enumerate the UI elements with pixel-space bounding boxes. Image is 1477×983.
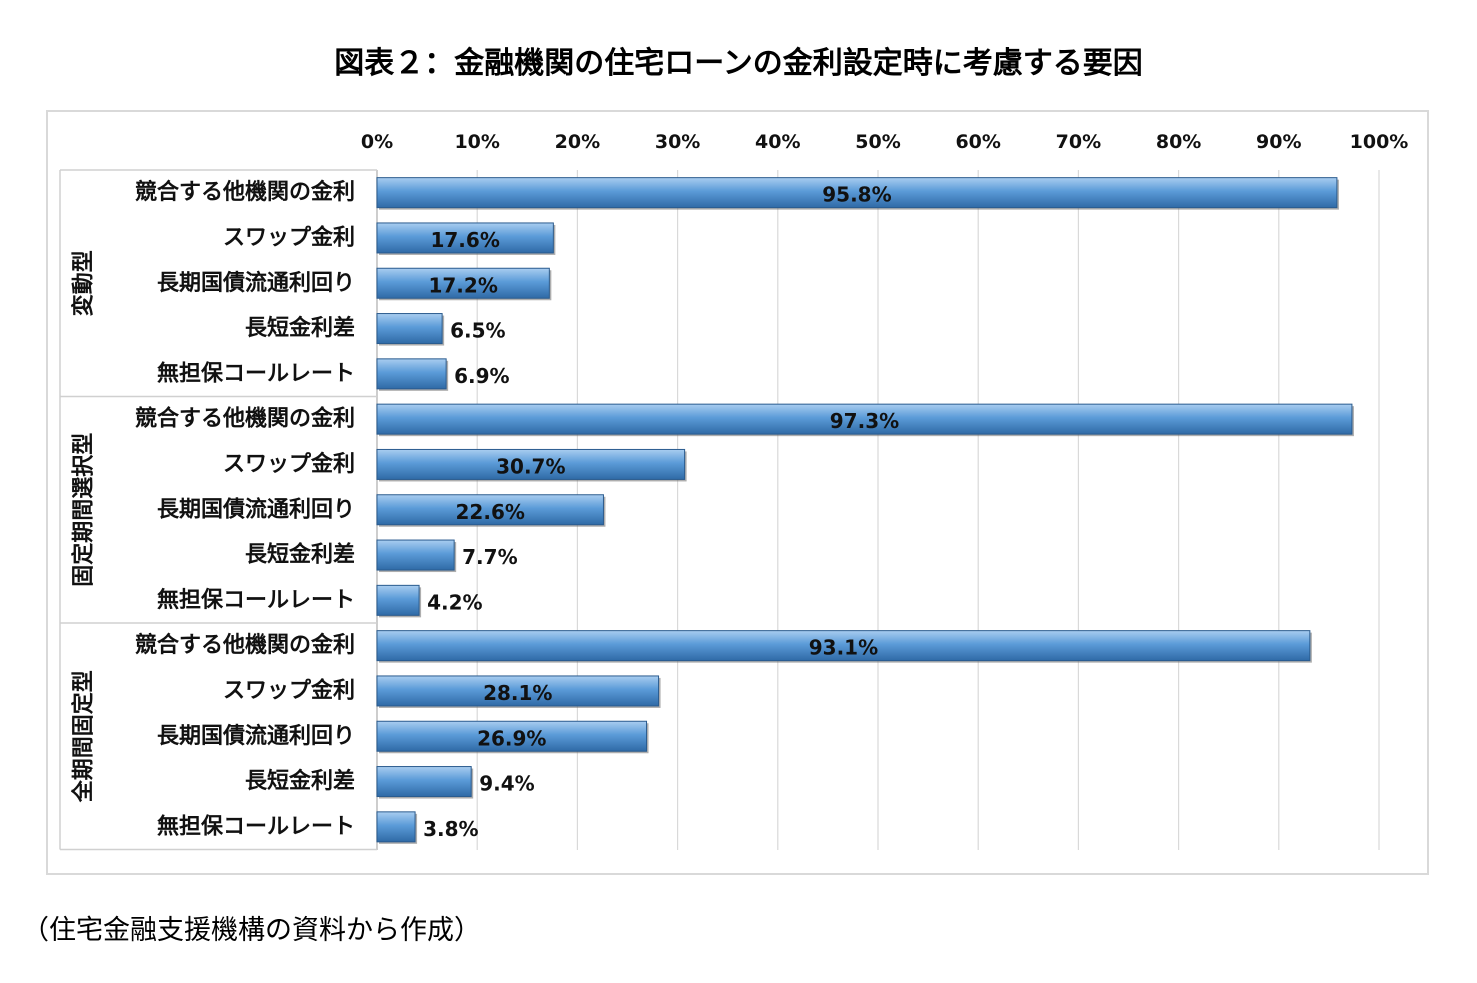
- x-tick-label: 40%: [755, 131, 800, 153]
- x-tick-label: 80%: [1156, 131, 1201, 153]
- bar: [376, 403, 1353, 435]
- x-tick-label: 100%: [1350, 131, 1409, 153]
- bar: [376, 584, 420, 616]
- category-label: 無担保コールレート: [157, 813, 355, 839]
- x-tick-label: 20%: [555, 131, 600, 153]
- bar-chart: 0% 10% 20% 30% 40% 50% 60% 70% 80% 90% 100% 変動型固定期…: [59, 131, 1409, 851]
- bar: [376, 177, 1338, 209]
- data-label: 4.2%: [427, 590, 482, 614]
- category-label: 競合する他機関の金利: [135, 406, 355, 432]
- bar: [376, 448, 686, 480]
- data-label: 93.1%: [809, 636, 878, 660]
- data-label: 9.4%: [479, 772, 534, 796]
- bar: [376, 222, 554, 254]
- x-tick-label: 60%: [955, 131, 1000, 153]
- data-label: 7.7%: [462, 545, 517, 569]
- category-label: 長短金利差: [245, 315, 355, 341]
- x-tick-label: 50%: [855, 131, 900, 153]
- category-label: 長期国債流通利回り: [157, 496, 355, 522]
- data-label: 3.8%: [423, 817, 478, 841]
- bar: [376, 766, 472, 798]
- data-label: 30.7%: [496, 454, 565, 478]
- category-label: 長期国債流通利回り: [157, 723, 355, 749]
- data-label: 17.2%: [428, 273, 497, 297]
- bar: [376, 539, 455, 571]
- category-label: スワップ金利: [223, 677, 355, 703]
- data-label: 97.3%: [830, 409, 899, 433]
- data-label: 28.1%: [483, 681, 552, 705]
- category-label: 長期国債流通利回り: [157, 270, 355, 296]
- bar: [376, 494, 604, 526]
- category-label: 競合する他機関の金利: [135, 179, 355, 205]
- source-note: （住宅金融支援機構の資料から作成）: [22, 915, 481, 946]
- data-label: 95.8%: [822, 183, 891, 207]
- x-tick-label: 90%: [1256, 131, 1301, 153]
- bar: [376, 630, 1311, 662]
- bar: [376, 720, 648, 752]
- category-label: 長短金利差: [245, 768, 355, 794]
- x-tick-label: 30%: [655, 131, 700, 153]
- category-label: 無担保コールレート: [157, 587, 355, 613]
- x-tick-label: 70%: [1056, 131, 1101, 153]
- bar: [376, 267, 550, 299]
- x-tick-label: 10%: [454, 131, 499, 153]
- category-label: 競合する他機関の金利: [135, 632, 355, 658]
- category-label: 無担保コールレート: [157, 360, 355, 386]
- data-label: 6.5%: [450, 319, 505, 343]
- bar: [376, 811, 416, 843]
- group-label: 固定期間選択型: [71, 433, 97, 587]
- data-label: 17.6%: [430, 228, 499, 252]
- data-label: 22.6%: [456, 500, 525, 524]
- bar: [376, 358, 447, 390]
- group-label: 全期間固定型: [71, 670, 97, 803]
- data-label: 26.9%: [477, 726, 546, 750]
- category-label: スワップ金利: [223, 224, 355, 250]
- category-label: スワップ金利: [223, 451, 355, 477]
- bar: [376, 675, 660, 707]
- bar: [376, 313, 443, 345]
- data-label: 6.9%: [454, 364, 509, 388]
- x-tick-label: 0%: [361, 131, 393, 153]
- chart-title: 図表２：金融機関の住宅ローンの金利設定時に考慮する要因: [334, 46, 1143, 81]
- category-label: 長短金利差: [245, 542, 355, 568]
- group-label: 変動型: [71, 250, 97, 316]
- chart-frame: 0% 10% 20% 30% 40% 50% 60% 70% 80% 90% 100% 変動型固定期…: [46, 110, 1429, 875]
